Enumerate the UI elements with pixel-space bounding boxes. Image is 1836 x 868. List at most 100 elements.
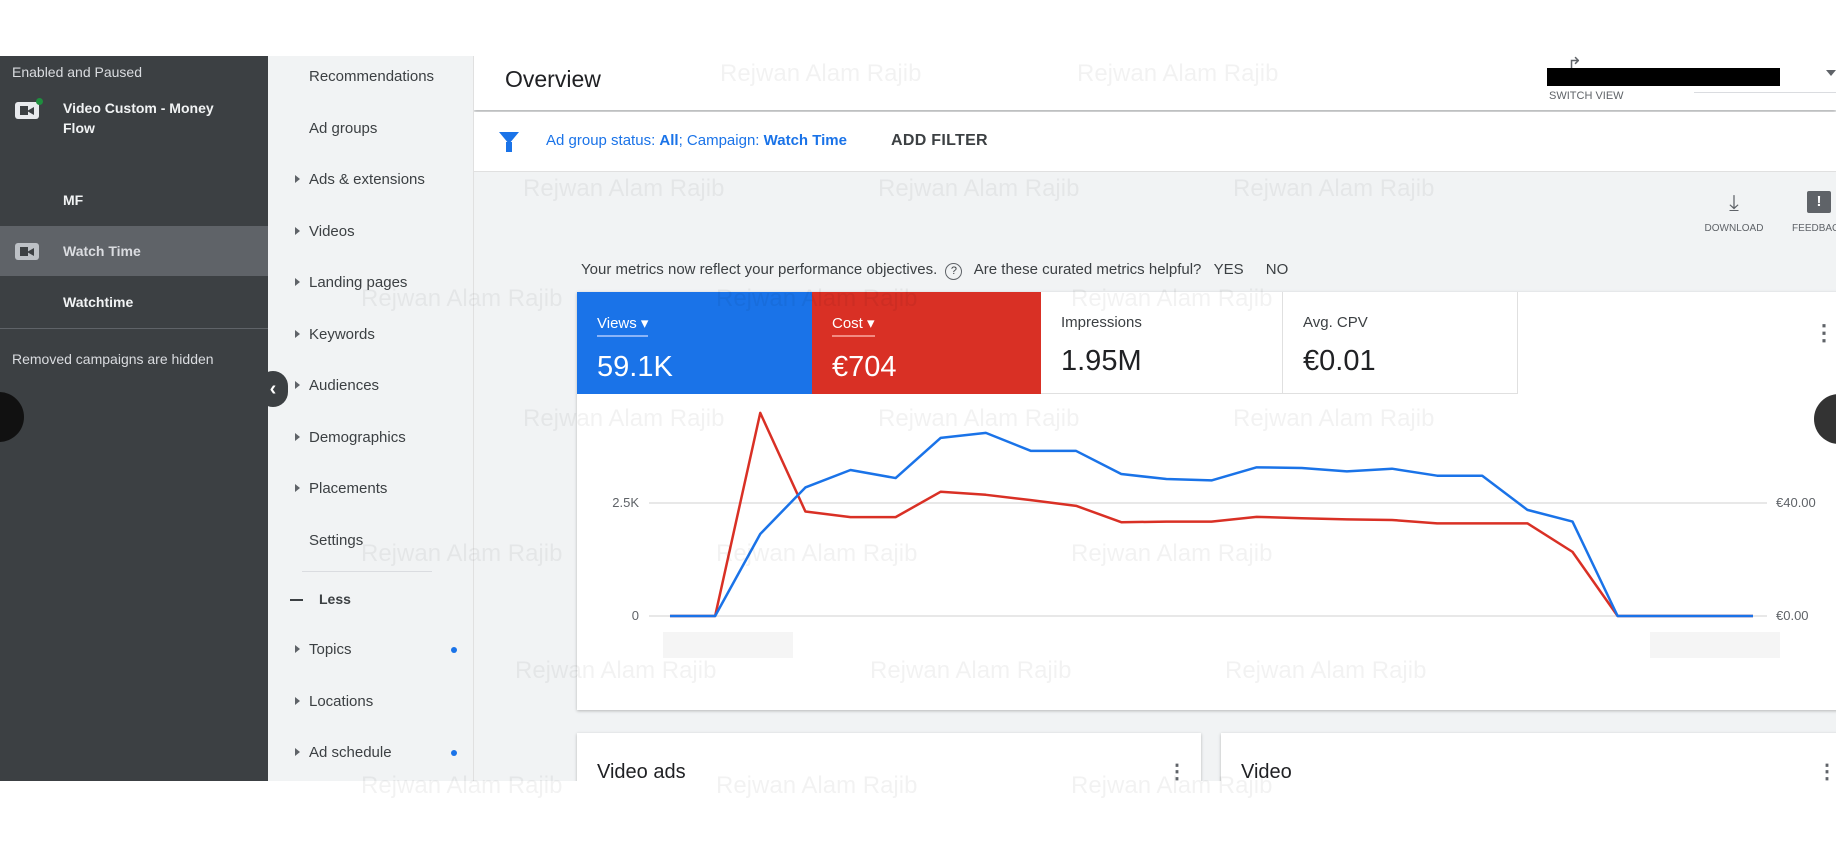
nav-item-label: Recommendations (309, 68, 435, 85)
nav-item-label: Ads & extensions (309, 171, 425, 188)
active-filter[interactable]: Ad group status: All; Campaign: Watch Ti… (546, 132, 847, 149)
nav-item[interactable]: Ads & extensions (268, 160, 474, 200)
campaign-name: Watchtime (63, 294, 134, 310)
metrics-notice: Your metrics now reflect your performanc… (581, 261, 1288, 280)
download-label: DOWNLOAD (1704, 223, 1764, 234)
expand-arrow-icon (295, 381, 300, 389)
nav-item-label: Demographics (309, 428, 406, 446)
nav-item-label: Placements (309, 480, 388, 497)
nav-item-label: Ad groups (309, 119, 378, 137)
filter-mid: ; Campaign: (678, 132, 764, 149)
expand-arrow-icon (295, 748, 300, 756)
more-options-icon[interactable]: ⋮ (1817, 761, 1836, 781)
video-ads-card: Video ads ⋮ (577, 733, 1201, 781)
add-filter-button[interactable]: ADD FILTER (891, 132, 988, 149)
card-title: Video (1241, 761, 1292, 781)
status-dot-icon (451, 647, 457, 653)
right-axis-tick: €0.00 (1776, 608, 1809, 623)
collapse-sidebar-button[interactable]: ‹ (258, 371, 288, 407)
left-axis-tick: 0 (632, 608, 639, 623)
nav-item-label: Locations (309, 692, 374, 710)
expand-arrow-icon (295, 278, 300, 286)
download-icon: ⤓ (1729, 190, 1739, 215)
redacted-account (1547, 68, 1780, 86)
feedback-label: FEEDBACK (1792, 223, 1836, 234)
nav-item[interactable]: Recommendations (268, 57, 474, 97)
nav-item-label: Ad schedule (309, 744, 392, 761)
date-dropdown-icon[interactable] (1826, 70, 1836, 76)
nav-item[interactable]: Keywords (268, 315, 474, 355)
metric-views[interactable]: Views ▾ 59.1K (577, 292, 812, 394)
campaign-name-line2: Flow (63, 120, 95, 136)
filter-status: All (659, 132, 679, 149)
expand-arrow-icon (295, 226, 300, 235)
help-icon[interactable]: ? (945, 263, 963, 280)
dropdown-icon: ▾ (867, 315, 875, 332)
expand-arrow-icon (295, 432, 300, 441)
nav-item[interactable]: Topics (268, 630, 474, 670)
nav-item[interactable]: Landing pages (268, 263, 474, 303)
floating-button-right[interactable] (1814, 394, 1836, 444)
nav-item[interactable]: Locations (268, 682, 474, 722)
nav-item[interactable]: Settings (268, 521, 474, 561)
filter-icon-stem (506, 142, 512, 152)
campaign-video-custom-money-flow[interactable]: Video Custom - Money Flow (0, 98, 268, 146)
date-underline (1694, 92, 1836, 93)
metric-avg-cpv[interactable]: Avg. CPV €0.01 (1283, 292, 1518, 394)
nav-item-label: Videos (309, 222, 355, 240)
left-axis-tick: 2.5K (612, 495, 639, 510)
nav-item[interactable]: Ad groups (268, 109, 474, 149)
campaign-mf[interactable]: MF (0, 192, 268, 212)
redacted-start-date (663, 632, 793, 658)
filter-prefix: Ad group status: (546, 132, 660, 149)
main-content: Overview ↱ SWITCH VIEW Ad group status: … (474, 56, 1836, 781)
nav-item[interactable]: Ad schedule (268, 733, 474, 773)
left-axis-tick: 5K (623, 394, 639, 397)
campaign-sidebar: Enabled and Paused Video Custom - Money … (0, 56, 268, 781)
feedback-button[interactable]: ! FEEDBACK (1789, 191, 1836, 234)
video-card: Video ⋮ (1221, 733, 1836, 781)
nav-item-label: Settings (309, 531, 364, 549)
metric-name: Cost (832, 315, 863, 332)
no-button[interactable]: NO (1265, 261, 1289, 278)
nav-item[interactable]: Videos (268, 212, 474, 252)
notice-text: Your metrics now reflect your performanc… (581, 261, 938, 278)
page-menu: Recommendations Ad groups Ads & extensions… (268, 56, 474, 781)
campaign-name-line1: Video Custom - Money (63, 100, 214, 116)
campaign-watch-time[interactable]: Watch Time (0, 226, 268, 276)
video-camera-icon (15, 243, 39, 260)
nav-item[interactable]: Demographics (268, 418, 474, 458)
series-line-views (670, 431, 1753, 618)
less-label: Less (319, 591, 351, 607)
metric-cost[interactable]: Cost ▾ €704 (812, 292, 1041, 394)
filter-icon[interactable] (499, 132, 519, 144)
campaign-name: Watch Time (63, 243, 141, 259)
page-title: Overview (505, 66, 601, 92)
nav-item-label: Topics (309, 641, 352, 658)
metric-name: Impressions (1061, 314, 1142, 331)
more-options-icon[interactable]: ⋮ (1167, 761, 1187, 781)
notice-question: Are these curated metrics helpful? (973, 261, 1202, 278)
dropdown-icon: ▾ (640, 315, 649, 332)
divider (0, 328, 268, 329)
expand-arrow-icon (295, 329, 300, 338)
enabled-status-dot (36, 98, 43, 105)
metric-impressions[interactable]: Impressions 1.95M (1041, 292, 1283, 394)
expand-arrow-icon (295, 484, 300, 492)
nav-item[interactable]: Placements (268, 469, 474, 509)
right-axis-tick: €40.00 (1776, 495, 1816, 510)
more-options-icon[interactable]: ⋮ (1813, 320, 1835, 345)
right-axis-tick: €80.00 (1776, 394, 1816, 397)
less-toggle[interactable]: Less (268, 580, 474, 620)
series-line-cost (670, 411, 1753, 618)
header: Overview ↱ SWITCH VIEW (474, 56, 1836, 110)
metric-value: 1.95M (1061, 345, 1142, 377)
group-label: Enabled and Paused (12, 64, 142, 80)
filter-bar: Ad group status: All; Campaign: Watch Ti… (474, 112, 1836, 172)
download-button[interactable]: ⤓ DOWNLOAD (1704, 190, 1764, 235)
yes-button[interactable]: YES (1213, 261, 1244, 278)
card-title: Video ads (597, 761, 686, 781)
campaign-watchtime[interactable]: Watchtime (0, 294, 268, 314)
divider (302, 571, 432, 572)
nav-item[interactable]: Audiences (268, 366, 474, 406)
